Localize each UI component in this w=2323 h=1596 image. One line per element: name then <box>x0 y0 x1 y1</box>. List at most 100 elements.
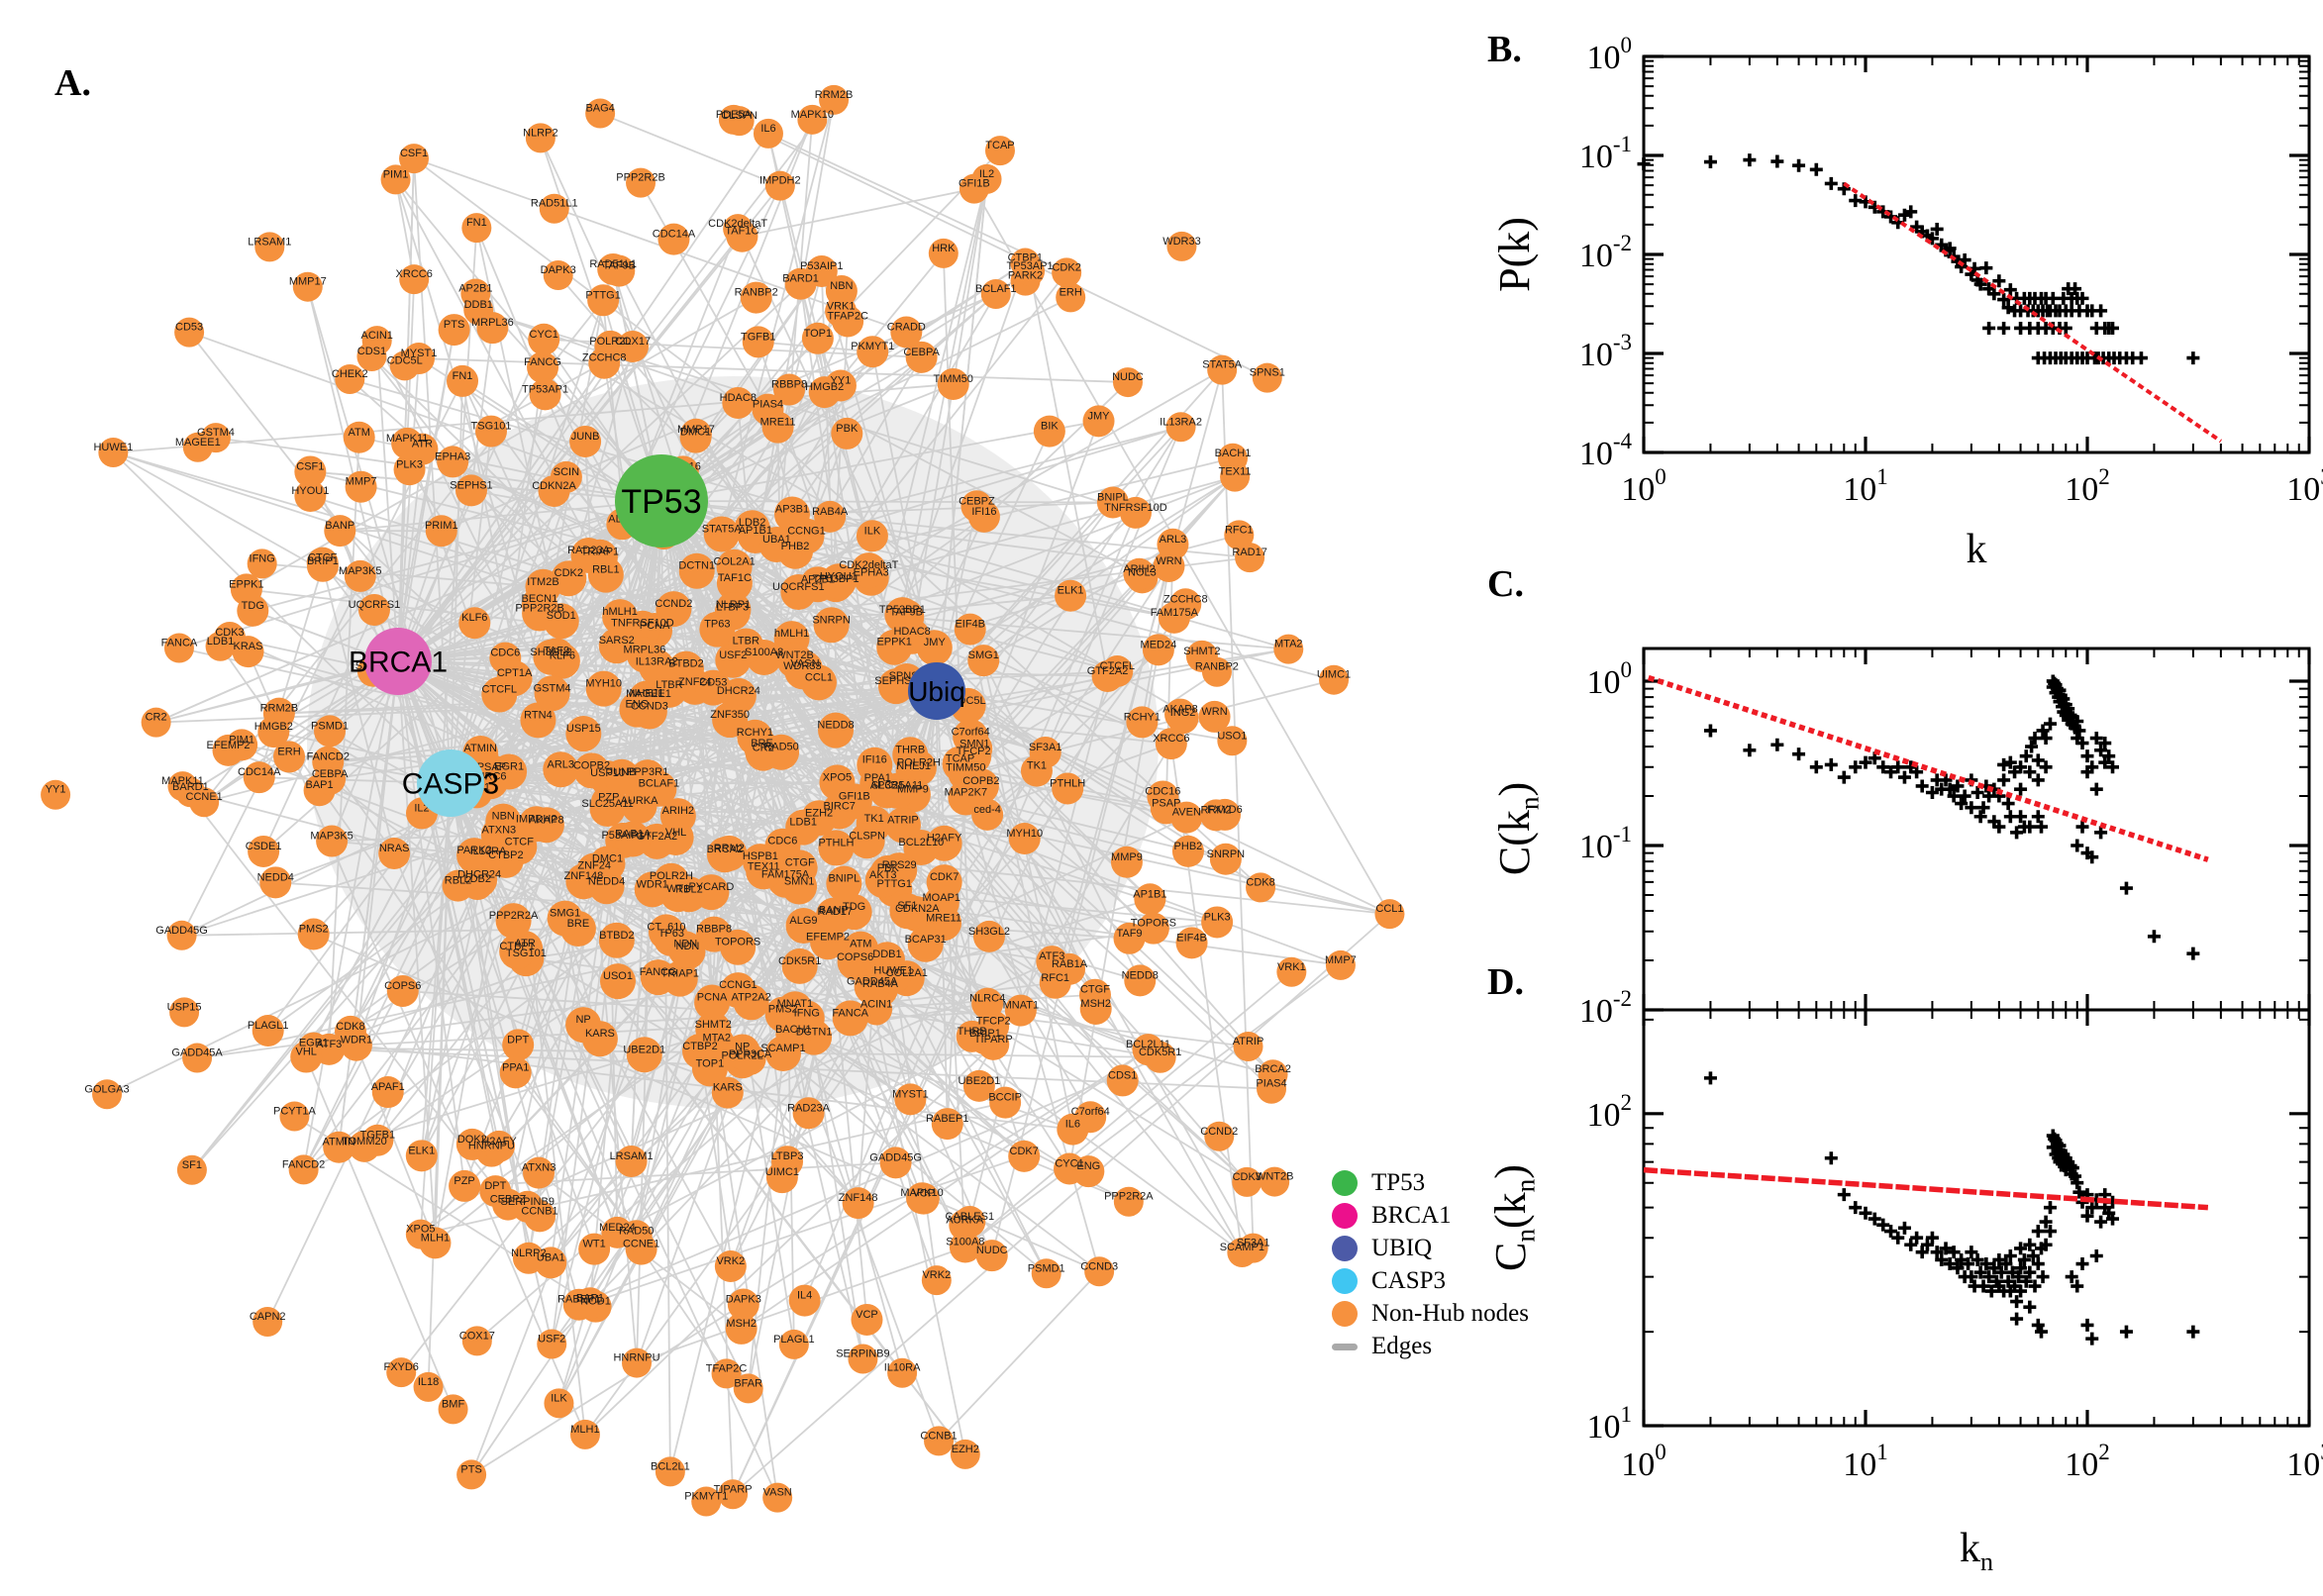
svg-text:PYCARD: PYCARD <box>688 881 734 893</box>
svg-text:PCNA: PCNA <box>697 992 728 1004</box>
tick-label: 102 <box>1587 1090 1633 1134</box>
scatter-points <box>1637 153 2200 365</box>
y-axis-label: Cn(kn) <box>1486 1164 1541 1271</box>
tick-label: 103 <box>2286 464 2323 508</box>
svg-text:TOMM20: TOMM20 <box>342 1136 387 1147</box>
svg-text:CEBPZ: CEBPZ <box>490 1194 527 1206</box>
svg-text:GFI1B: GFI1B <box>959 178 990 190</box>
network-node-labels: ZNF24 C7orf64 CDC6 S100A8 BCCIP CCNB1 CDK3 COPS… <box>46 89 1404 1503</box>
svg-text:YY1: YY1 <box>831 375 852 387</box>
svg-text:PPP3CA: PPP3CA <box>729 1048 772 1060</box>
svg-text:MSH2: MSH2 <box>726 1318 757 1330</box>
svg-text:TFAP2C: TFAP2C <box>827 310 868 322</box>
svg-text:PZP: PZP <box>454 1175 474 1187</box>
svg-text:LRSAM1: LRSAM1 <box>610 1150 654 1162</box>
svg-text:DMC1: DMC1 <box>680 427 711 439</box>
svg-text:PMS2: PMS2 <box>299 924 329 936</box>
svg-text:MRPL36: MRPL36 <box>624 644 666 655</box>
svg-text:ELK1: ELK1 <box>408 1145 435 1156</box>
svg-text:JMY: JMY <box>1088 410 1111 422</box>
svg-text:SLC25A11: SLC25A11 <box>871 780 923 792</box>
svg-text:ARIH2: ARIH2 <box>1123 563 1155 575</box>
svg-text:ERH: ERH <box>277 746 300 757</box>
chart-ckn-vs-kn: 100 10-1 10-2 C(kn) <box>1490 647 2311 1030</box>
svg-text:TP63: TP63 <box>658 928 684 940</box>
svg-text:ZNF148: ZNF148 <box>564 870 604 882</box>
svg-text:TP53BP1: TP53BP1 <box>879 604 926 616</box>
tick-label: 100 <box>1621 464 1666 508</box>
svg-text:MRPL36: MRPL36 <box>471 317 514 329</box>
svg-text:PKMYT1: PKMYT1 <box>851 341 894 352</box>
svg-text:AP3B1: AP3B1 <box>870 779 904 791</box>
svg-text:SLC25A11: SLC25A11 <box>581 798 633 810</box>
svg-text:ZCCHC8: ZCCHC8 <box>1163 593 1208 605</box>
svg-text:VCP: VCP <box>856 1309 878 1321</box>
svg-text:ARIH2: ARIH2 <box>662 805 694 817</box>
svg-text:ATXN3: ATXN3 <box>482 824 517 836</box>
svg-text:RCHY1: RCHY1 <box>737 727 773 739</box>
svg-text:ACIN1: ACIN1 <box>860 998 892 1010</box>
svg-text:P53AIP1: P53AIP1 <box>601 830 644 842</box>
svg-text:CPT1A: CPT1A <box>497 667 533 679</box>
tick-label: 101 <box>1843 464 1888 508</box>
svg-text:MRE11: MRE11 <box>926 912 961 924</box>
svg-text:BRE: BRE <box>567 918 590 930</box>
svg-text:TOPORS: TOPORS <box>715 937 760 948</box>
svg-text:ALG9: ALG9 <box>789 915 817 927</box>
svg-text:WNT2B: WNT2B <box>775 649 814 661</box>
svg-text:THRB: THRB <box>895 744 925 755</box>
svg-text:PRIM1: PRIM1 <box>425 520 458 532</box>
svg-text:MED24: MED24 <box>1141 639 1177 650</box>
svg-text:COPS6: COPS6 <box>384 980 421 992</box>
svg-text:SF1: SF1 <box>897 900 917 912</box>
svg-text:TIMM50: TIMM50 <box>934 373 973 385</box>
svg-text:CTGF: CTGF <box>1080 984 1110 996</box>
svg-text:BRIP1: BRIP1 <box>969 1028 1001 1040</box>
svg-text:NLRP1: NLRP1 <box>716 599 751 611</box>
svg-text:PBK: PBK <box>836 423 858 435</box>
svg-text:CDK2: CDK2 <box>1052 261 1080 273</box>
svg-text:IFNG: IFNG <box>250 552 275 564</box>
svg-text:CCNG1: CCNG1 <box>787 526 826 538</box>
svg-text:NEDD8: NEDD8 <box>817 720 854 732</box>
svg-text:PSAP: PSAP <box>1152 798 1180 810</box>
svg-text:TAF9: TAF9 <box>544 645 569 656</box>
svg-text:HDAC8: HDAC8 <box>893 626 930 638</box>
svg-text:BACH1: BACH1 <box>775 1024 812 1036</box>
svg-text:TEX11: TEX11 <box>1219 466 1252 478</box>
svg-text:TAF9B: TAF9B <box>603 260 636 272</box>
svg-text:PIM1: PIM1 <box>229 734 254 746</box>
svg-text:CD53: CD53 <box>699 677 727 689</box>
svg-text:XPO5: XPO5 <box>406 1224 435 1236</box>
svg-text:MAPK11: MAPK11 <box>161 775 204 787</box>
svg-text:USO1: USO1 <box>1217 730 1247 742</box>
svg-text:BTBD2: BTBD2 <box>668 658 703 670</box>
svg-text:PZP: PZP <box>598 792 619 804</box>
svg-text:CTCFL: CTCFL <box>482 684 517 696</box>
svg-text:COL2A1: COL2A1 <box>714 556 756 568</box>
svg-text:CEBPA: CEBPA <box>903 347 940 358</box>
svg-text:DMC1: DMC1 <box>592 852 623 864</box>
svg-text:IMPDH2: IMPDH2 <box>516 813 557 825</box>
svg-text:CDK7: CDK7 <box>1010 1146 1039 1157</box>
svg-text:CLSPN: CLSPN <box>721 110 758 122</box>
svg-text:PSAP: PSAP <box>477 761 506 773</box>
svg-text:ERH: ERH <box>1060 286 1082 298</box>
svg-text:TGFB1: TGFB1 <box>360 1130 395 1142</box>
svg-text:ATRIP: ATRIP <box>887 814 919 826</box>
svg-text:POLR2L: POLR2L <box>589 336 631 348</box>
svg-text:UQCRFS1: UQCRFS1 <box>772 581 825 593</box>
svg-text:P53AIP1: P53AIP1 <box>800 260 843 272</box>
svg-text:SMG1: SMG1 <box>968 649 999 661</box>
svg-text:SPNS1: SPNS1 <box>1250 367 1285 379</box>
svg-text:MMP17: MMP17 <box>289 276 327 288</box>
svg-text:MAGEE1: MAGEE1 <box>626 688 671 700</box>
legend-item-brca1: BRCA1 <box>1332 1202 1529 1229</box>
svg-text:KLF6: KLF6 <box>461 612 487 624</box>
svg-text:TAF9B: TAF9B <box>890 606 923 618</box>
svg-text:LDB2: LDB2 <box>739 517 766 529</box>
svg-text:BARD1: BARD1 <box>172 781 209 793</box>
legend-item-ubiq: UBIQ <box>1332 1235 1529 1261</box>
svg-text:HMGB2: HMGB2 <box>254 721 293 733</box>
svg-text:BNIPL: BNIPL <box>1097 491 1129 503</box>
